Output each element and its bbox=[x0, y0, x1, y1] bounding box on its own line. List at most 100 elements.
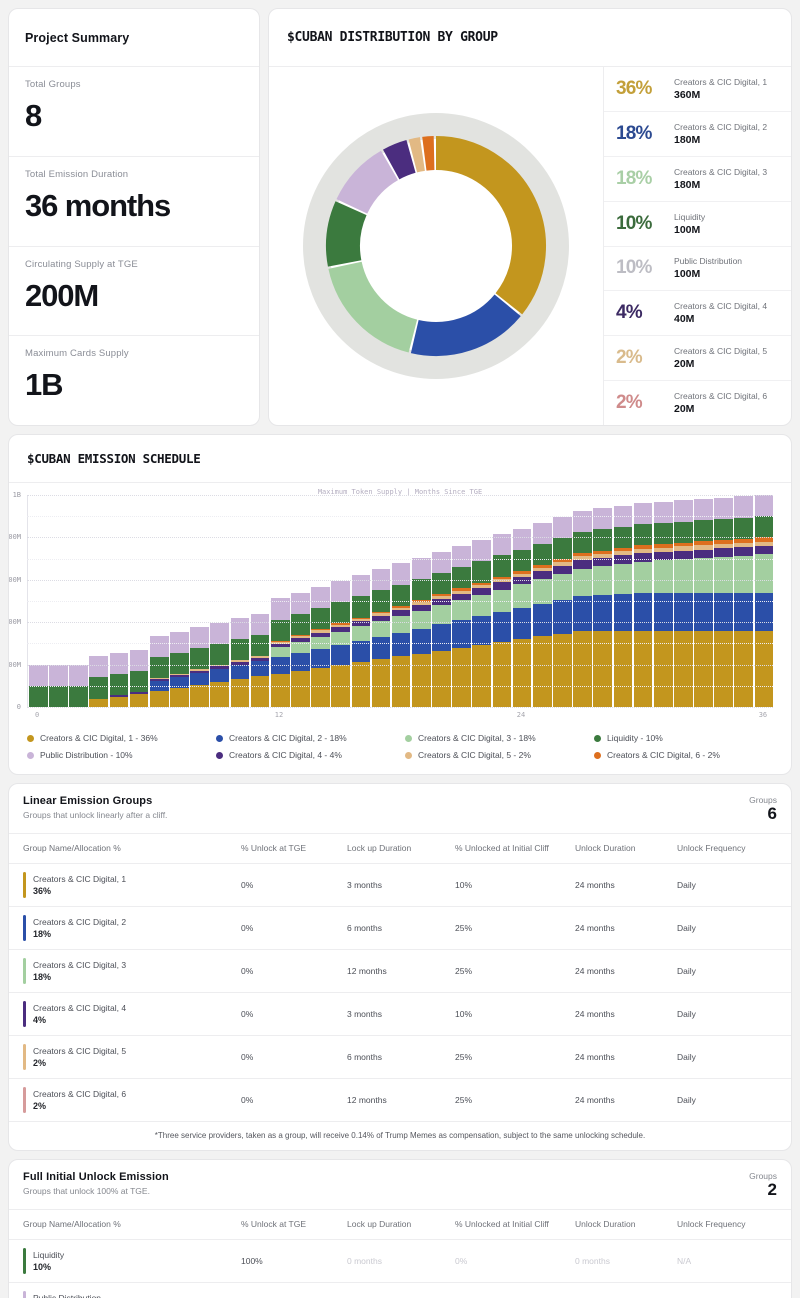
group-cell: Creators & CIC Digital, 1 36% bbox=[9, 871, 241, 898]
stacked-bar[interactable] bbox=[492, 534, 512, 707]
bar-segment bbox=[472, 561, 492, 583]
unlock-duration-cell: 24 months bbox=[575, 965, 615, 976]
chart-legend-item[interactable]: Creators & CIC Digital, 1 - 36% bbox=[27, 733, 206, 743]
stacked-bar[interactable] bbox=[653, 501, 673, 707]
bar-segment bbox=[653, 501, 673, 523]
stacked-bar[interactable] bbox=[553, 516, 572, 707]
group-color-swatch bbox=[23, 957, 26, 984]
bar-segment bbox=[331, 624, 350, 627]
stacked-bar[interactable] bbox=[69, 664, 88, 707]
legend-percent: 18% bbox=[616, 167, 652, 189]
donut-segment[interactable] bbox=[422, 136, 435, 171]
stacked-bar[interactable] bbox=[674, 500, 693, 707]
chart-legend-item[interactable]: Creators & CIC Digital, 4 - 4% bbox=[216, 750, 395, 760]
donut-segment[interactable] bbox=[410, 293, 521, 356]
bar-segment bbox=[532, 571, 552, 580]
stacked-bar[interactable] bbox=[754, 495, 774, 707]
bar-segment bbox=[210, 682, 230, 707]
group-allocation: 18% bbox=[33, 928, 52, 939]
stacked-bar[interactable] bbox=[29, 664, 48, 707]
bar-segment bbox=[270, 673, 290, 707]
stacked-bar[interactable] bbox=[351, 575, 371, 707]
donut-segment[interactable] bbox=[383, 140, 417, 180]
bar-segment bbox=[190, 627, 209, 649]
linear-emission-subtitle: Groups that unlock linearly after a clif… bbox=[23, 810, 168, 820]
bar-segment bbox=[391, 615, 411, 633]
stacked-bar[interactable] bbox=[694, 499, 713, 707]
bar-segment bbox=[391, 632, 411, 657]
stacked-bar[interactable] bbox=[432, 551, 451, 707]
stacked-bar[interactable] bbox=[311, 586, 330, 707]
bar-segment bbox=[674, 542, 693, 547]
stacked-bar[interactable] bbox=[734, 496, 754, 707]
donut-segment[interactable] bbox=[408, 137, 426, 173]
chart-legend-item[interactable]: Creators & CIC Digital, 2 - 18% bbox=[216, 733, 395, 743]
bar-segment bbox=[532, 522, 552, 544]
donut-segment[interactable] bbox=[326, 201, 367, 267]
stacked-bar[interactable] bbox=[109, 652, 129, 707]
table-row[interactable]: Creators & CIC Digital, 6 2% 0% 12 months 25… bbox=[9, 1077, 791, 1121]
unlock-duration-cell: 24 months bbox=[575, 922, 615, 933]
bar-segment bbox=[633, 592, 653, 631]
stacked-bar[interactable] bbox=[714, 497, 733, 707]
stacked-bar[interactable] bbox=[411, 557, 431, 707]
distribution-legend-row[interactable]: 18% Creators & CIC Digital, 2 180M bbox=[604, 112, 791, 157]
distribution-legend-row[interactable]: 18% Creators & CIC Digital, 3 180M bbox=[604, 157, 791, 202]
legend-group-name: Creators & CIC Digital, 1 bbox=[674, 76, 768, 87]
group-color-swatch bbox=[23, 1043, 26, 1070]
chart-legend-item[interactable]: Public Distribution - 10% bbox=[27, 750, 206, 760]
stacked-bar[interactable] bbox=[270, 598, 290, 707]
stacked-bar[interactable] bbox=[532, 522, 552, 707]
bar-segment bbox=[754, 592, 774, 631]
stacked-bar[interactable] bbox=[573, 510, 592, 707]
stacked-bar[interactable] bbox=[633, 503, 653, 707]
distribution-legend-row[interactable]: 10% Liquidity 100M bbox=[604, 202, 791, 247]
table-row[interactable]: Creators & CIC Digital, 2 18% 0% 6 months 25… bbox=[9, 905, 791, 949]
distribution-legend-row[interactable]: 2% Creators & CIC Digital, 6 20M bbox=[604, 381, 791, 425]
distribution-legend-row[interactable]: 2% Creators & CIC Digital, 5 20M bbox=[604, 336, 791, 382]
stacked-bar[interactable] bbox=[210, 622, 230, 707]
bar-segment bbox=[230, 679, 250, 707]
chart-legend-item[interactable]: Creators & CIC Digital, 5 - 2% bbox=[405, 750, 584, 760]
linear-emission-table: Group Name/Allocation % % Unlock at TGE Lo… bbox=[9, 832, 791, 1121]
table-row[interactable]: Liquidity 10% 100% 0 months 0% 0 months N/A bbox=[9, 1238, 791, 1282]
bar-segment bbox=[492, 579, 512, 583]
table-row[interactable]: Creators & CIC Digital, 1 36% 0% 3 months 10… bbox=[9, 862, 791, 906]
donut-segment[interactable] bbox=[435, 136, 546, 315]
distribution-legend-row[interactable]: 36% Creators & CIC Digital, 1 360M bbox=[604, 67, 791, 112]
bar-segment bbox=[170, 652, 189, 674]
donut-segment[interactable] bbox=[328, 261, 418, 353]
table-row[interactable]: Creators & CIC Digital, 4 4% 0% 3 months 10%… bbox=[9, 991, 791, 1035]
table-header-row: Group Name/Allocation % % Unlock at TGE Lo… bbox=[9, 1208, 791, 1239]
stacked-bar[interactable] bbox=[190, 627, 209, 707]
distribution-legend-row[interactable]: 10% Public Distribution 100M bbox=[604, 247, 791, 292]
chart-legend-item[interactable]: Creators & CIC Digital, 6 - 2% bbox=[594, 750, 773, 760]
stacked-bar[interactable] bbox=[89, 656, 109, 707]
gridline-minor bbox=[27, 601, 773, 602]
table-row[interactable]: Creators & CIC Digital, 3 18% 0% 12 months 2… bbox=[9, 948, 791, 992]
stacked-bar[interactable] bbox=[391, 563, 411, 707]
stacked-bar[interactable] bbox=[291, 592, 310, 707]
stacked-bar[interactable] bbox=[512, 528, 532, 707]
bar-segment bbox=[553, 573, 572, 601]
emission-plot: Maximum Token Supply | Months Since TGE … bbox=[9, 488, 774, 711]
chart-legend-item[interactable]: Liquidity - 10% bbox=[594, 733, 773, 743]
stacked-bar[interactable] bbox=[613, 505, 633, 707]
stacked-bar[interactable] bbox=[129, 649, 149, 707]
bar-segment bbox=[69, 664, 88, 686]
stacked-bar[interactable] bbox=[472, 540, 492, 707]
table-row[interactable]: Creators & CIC Digital, 5 2% 0% 6 months 25%… bbox=[9, 1034, 791, 1078]
donut-segment[interactable] bbox=[336, 150, 399, 215]
stacked-bar[interactable] bbox=[452, 545, 471, 707]
stacked-bar[interactable] bbox=[149, 636, 169, 707]
chart-legend-item[interactable]: Creators & CIC Digital, 3 - 18% bbox=[405, 733, 584, 743]
stacked-bar[interactable] bbox=[49, 664, 68, 707]
stacked-bar[interactable] bbox=[250, 613, 270, 707]
bar-segment bbox=[653, 560, 673, 593]
stacked-bar[interactable] bbox=[230, 618, 250, 707]
group-cell: Creators & CIC Digital, 3 18% bbox=[9, 957, 241, 984]
distribution-legend-row[interactable]: 4% Creators & CIC Digital, 4 40M bbox=[604, 291, 791, 337]
stacked-bar[interactable] bbox=[170, 631, 189, 707]
